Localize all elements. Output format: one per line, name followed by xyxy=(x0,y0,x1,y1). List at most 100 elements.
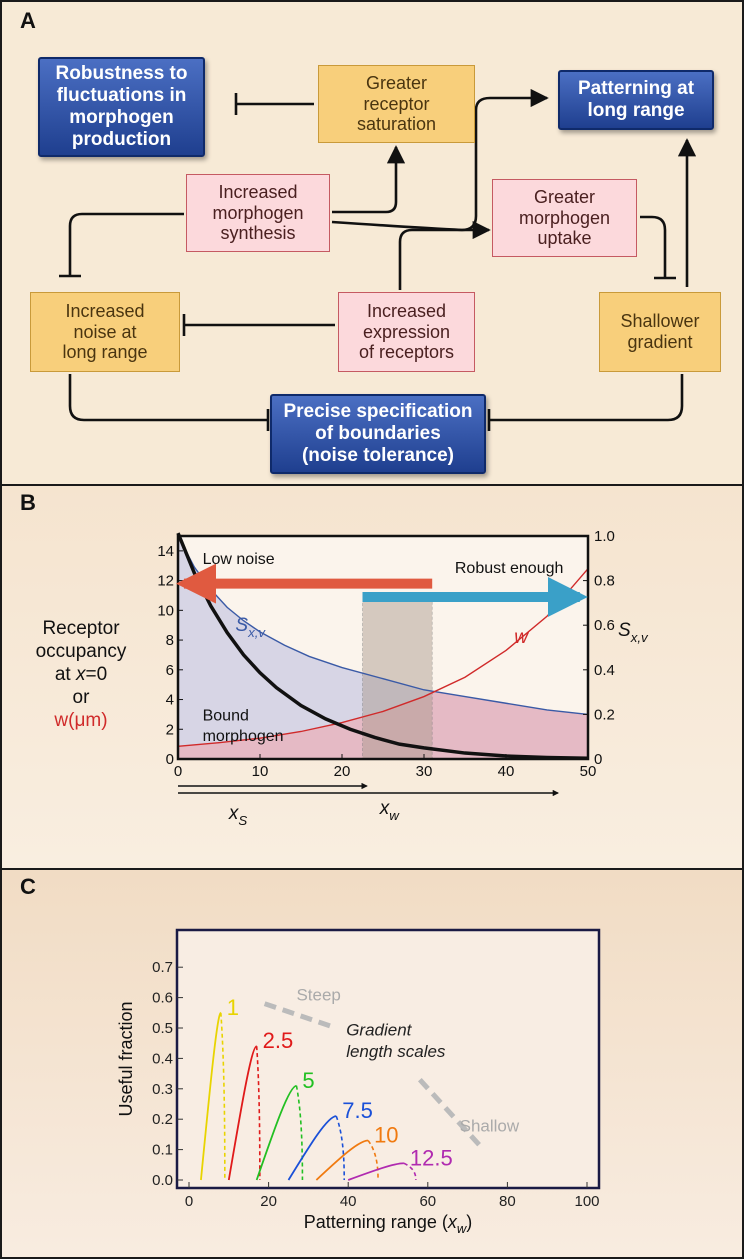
series-10-line xyxy=(315,1139,369,1181)
w-line xyxy=(177,568,589,748)
inhibit-shallower-precise xyxy=(490,374,684,422)
low-noise-label: Low noise xyxy=(203,551,275,568)
long-range-box: Patterning at long range xyxy=(558,70,714,130)
series-2.5-label: 2.5 xyxy=(263,1028,294,1053)
x-tick-label: 20 xyxy=(334,763,351,780)
x-tick-label: 0 xyxy=(185,1193,193,1210)
ylabel-line: occupancy xyxy=(35,641,127,662)
y-tick-label: 0.0 xyxy=(152,1172,173,1189)
arrow-synthesis-saturation xyxy=(332,145,406,214)
series-1-line xyxy=(200,1011,222,1181)
xw-label: xw xyxy=(379,798,401,823)
y-tick-label: 0.6 xyxy=(152,990,173,1007)
x-axis-label: Patterning range (xw) xyxy=(304,1212,472,1236)
highlight-band xyxy=(362,600,433,760)
w-area xyxy=(178,692,588,759)
panel-letter: B xyxy=(20,490,36,515)
y-tick-label-left: 8 xyxy=(166,632,174,649)
series-1-dashed xyxy=(220,1012,226,1181)
precise-specification-box: Precise specification of boundaries (noi… xyxy=(270,394,486,474)
receptor-expression-box: Increased expression of receptors xyxy=(338,292,475,372)
y-tick-label-right: 1.0 xyxy=(594,528,615,545)
series-2.5-dashed xyxy=(255,1046,261,1181)
series-5-label: 5 xyxy=(302,1068,314,1093)
series-10-label: 10 xyxy=(374,1122,398,1147)
ylabel-line: or xyxy=(72,687,90,708)
chart-b: 0 10 20 30 40 500246810121400.20.40.60.81.0Lo… xyxy=(157,528,649,828)
arrow-synthesis-longrange xyxy=(331,88,549,232)
gradient-label: Gradient xyxy=(346,1021,412,1040)
w-curve-label: w xyxy=(514,627,529,648)
y-tick-label-right: 0.2 xyxy=(594,706,615,723)
morphogen-uptake-box: Greater morphogen uptake xyxy=(492,179,637,257)
plot-frame xyxy=(176,534,590,761)
x-tick-label: 20 xyxy=(260,1193,277,1210)
series-7.5-dashed xyxy=(335,1115,346,1181)
plot-frame xyxy=(175,928,601,1190)
y-tick-label: 0.2 xyxy=(152,1111,173,1128)
series-1-label: 1 xyxy=(227,995,239,1020)
shallow-label: Shallow xyxy=(460,1116,520,1135)
y-tick-label-right: 0 xyxy=(594,751,602,768)
series-2.5-line xyxy=(227,1045,258,1181)
y-tick-label-left: 4 xyxy=(166,692,174,709)
series-10-dashed xyxy=(367,1139,379,1181)
bound-morphogen-label: Bound xyxy=(203,707,249,724)
ylabel-line: w(μm) xyxy=(54,710,108,731)
chart-c: 0 20 40 60 80 100 0.0 0.1 0.2 0.3 0.4 0.5 0.6 0.7 Stee… xyxy=(116,928,601,1236)
y-tick-label-left: 10 xyxy=(157,602,174,619)
bound-morphogen-line xyxy=(176,532,589,761)
panel-letter: A xyxy=(20,8,36,33)
left-axis-label: Receptor occupancy at x=0 or w(μm) xyxy=(6,617,156,732)
panel-a: A Robustness to fluctuations in mor xyxy=(0,0,744,486)
steep-guide xyxy=(263,1001,338,1031)
x-tick-label: 50 xyxy=(580,763,597,780)
y-tick-label: 0.5 xyxy=(152,1020,173,1037)
y-tick-label-left: 6 xyxy=(166,662,174,679)
panel-c: C 0 20 40 60 80 100 0.0 0.1 0.2 0.3 0.4 0.5 0.6 0.7 St… xyxy=(0,868,744,1259)
sxv-curve-label: Sx,v xyxy=(235,615,266,640)
noise-box: Increased noise at long range xyxy=(30,292,180,372)
series-12.5-line xyxy=(347,1162,404,1181)
y-tick-label: 0.3 xyxy=(152,1081,173,1098)
ylabel-line: Receptor xyxy=(42,618,120,639)
y-tick-label-left: 12 xyxy=(157,573,174,590)
y-axis-label: Useful fraction xyxy=(116,1001,136,1116)
gradient-label: length scales xyxy=(346,1042,446,1061)
series-7.5-label: 7.5 xyxy=(342,1098,373,1123)
series-12.5-dashed xyxy=(403,1162,417,1181)
inhibit-synthesis-noise xyxy=(68,212,184,275)
panel-letter: C xyxy=(20,874,36,899)
x-tick-label: 40 xyxy=(340,1193,357,1210)
x-tick-label: 60 xyxy=(419,1193,436,1210)
y-tick-label: 0.4 xyxy=(152,1050,173,1067)
sxv-line xyxy=(177,535,589,716)
xs-label: xS xyxy=(228,803,248,828)
y-tick-label-left: 0 xyxy=(166,751,174,768)
series-5-dashed xyxy=(295,1085,304,1181)
x-tick-label: 0 xyxy=(174,763,182,780)
shallow-guide xyxy=(417,1077,486,1152)
flow-arrows xyxy=(59,88,697,431)
series-7.5-line xyxy=(287,1115,337,1181)
y-tick-label: 0.7 xyxy=(152,959,173,976)
inhibit-noise-precise xyxy=(68,374,267,422)
right-axis-label: Sx,v xyxy=(618,620,649,645)
panel-b: B Receptor occupancy at x=0 or w(μm) 0 10… xyxy=(0,484,744,870)
robustness-box: Robustness to fluctuations in morphogen … xyxy=(38,57,205,157)
x-tick-label: 80 xyxy=(499,1193,516,1210)
morphogen-synthesis-box: Increased morphogen synthesis xyxy=(186,174,330,252)
arrow-receptors-uptake xyxy=(398,220,491,290)
y-tick-label-right: 0.6 xyxy=(594,617,615,634)
x-tick-label: 10 xyxy=(252,763,269,780)
y-tick-label-left: 2 xyxy=(166,721,174,738)
x-tick-label: 100 xyxy=(574,1193,599,1210)
ylabel-line: at x=0 xyxy=(54,664,108,685)
y-tick-label-right: 0.8 xyxy=(594,573,615,590)
robust-enough-label: Robust enough xyxy=(455,560,564,577)
series-5-line xyxy=(255,1084,297,1181)
y-tick-label-left: 14 xyxy=(157,543,174,560)
inhibit-uptake-shallower xyxy=(640,215,667,277)
receptor-saturation-box: Greater receptor saturation xyxy=(318,65,475,143)
y-tick-label-right: 0.4 xyxy=(594,662,615,679)
